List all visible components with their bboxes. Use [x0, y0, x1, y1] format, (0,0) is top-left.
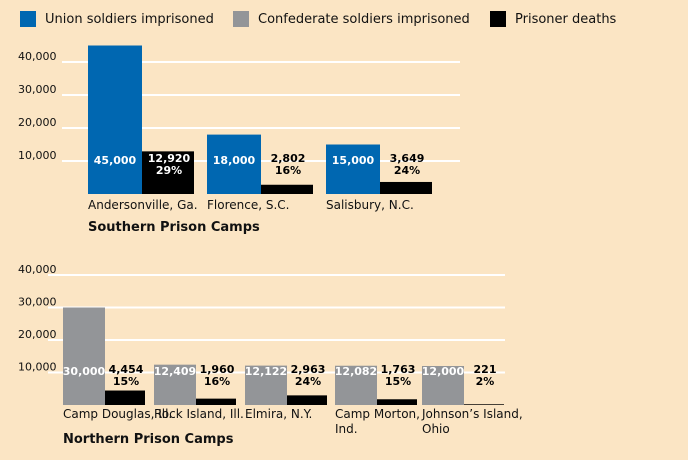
y-tick-label: 20,000 — [18, 116, 57, 129]
legend-label: Confederate soldiers imprisoned — [258, 11, 470, 27]
bar-imprisoned — [88, 45, 142, 194]
legend-swatch-deaths — [490, 11, 506, 27]
legend-swatch-union — [20, 11, 36, 27]
bar-deaths — [261, 184, 313, 194]
deaths-value-label: 4,454 — [109, 363, 144, 376]
bar-imprisoned — [63, 307, 105, 405]
category-label: Elmira, N.Y. — [245, 407, 312, 421]
deaths-value-label: 1,763 — [381, 363, 416, 376]
bar-value-label: 30,000 — [63, 365, 106, 378]
bar-imprisoned — [335, 365, 377, 405]
deaths-value-label: 2,963 — [291, 363, 326, 376]
y-tick-label: 40,000 — [18, 50, 57, 63]
y-tick-label: 30,000 — [18, 296, 57, 309]
category-label: Salisbury, N.C. — [326, 198, 414, 212]
bar-imprisoned — [422, 366, 464, 405]
legend-union: Union soldiers imprisoned — [20, 11, 214, 27]
bar-deaths — [142, 151, 194, 194]
deaths-value-label: 1,960 — [200, 363, 235, 376]
y-tick-label: 30,000 — [18, 83, 57, 96]
legend-label: Prisoner deaths — [515, 11, 617, 27]
bar-value-label: 45,000 — [94, 154, 137, 167]
deaths-percent-label: 15% — [385, 375, 411, 388]
category-label: Camp Douglas, Ill. — [63, 407, 172, 421]
deaths-value-label: 2,802 — [271, 152, 306, 165]
legend-confederate: Confederate soldiers imprisoned — [233, 11, 470, 27]
bar-deaths — [287, 395, 327, 405]
deaths-percent-label: 16% — [204, 375, 230, 388]
category-label: Ohio — [422, 422, 450, 436]
legend-label: Union soldiers imprisoned — [45, 11, 214, 27]
chart-title: Northern Prison Camps — [63, 432, 234, 447]
deaths-percent-label: 15% — [113, 375, 139, 388]
category-label: Florence, S.C. — [207, 198, 289, 212]
bar-deaths — [380, 181, 432, 194]
category-label: Johnson’s Island, — [421, 407, 523, 421]
deaths-percent-label: 24% — [295, 375, 321, 388]
category-label: Rock Island, Ill. — [154, 407, 244, 421]
bar-deaths — [105, 390, 145, 405]
deaths-percent-label: 24% — [394, 164, 420, 177]
deaths-value-label: 12,920 — [148, 152, 191, 165]
bar-deaths — [196, 398, 236, 405]
bar-value-label: 12,122 — [245, 365, 287, 378]
deaths-percent-label: 29% — [156, 164, 182, 177]
bar-imprisoned — [154, 364, 196, 405]
deaths-value-label: 221 — [474, 363, 497, 376]
deaths-percent-label: 2% — [476, 375, 495, 388]
y-tick-label: 10,000 — [18, 361, 57, 374]
bar-deaths — [377, 399, 417, 405]
bar-imprisoned — [207, 134, 261, 194]
category-label: Andersonville, Ga. — [88, 198, 198, 212]
bar-imprisoned — [326, 144, 380, 194]
chart-title: Southern Prison Camps — [88, 220, 260, 235]
category-label: Camp Morton, — [335, 407, 420, 421]
bar-deaths — [464, 404, 504, 405]
bar-imprisoned — [245, 365, 287, 405]
y-tick-label: 40,000 — [18, 263, 57, 276]
y-tick-label: 10,000 — [18, 149, 57, 162]
y-tick-label: 20,000 — [18, 328, 57, 341]
category-label: Ind. — [335, 422, 358, 436]
legend-deaths: Prisoner deaths — [490, 11, 616, 27]
bar-value-label: 15,000 — [332, 154, 375, 167]
bar-value-label: 12,000 — [422, 365, 465, 378]
bar-value-label: 12,082 — [335, 365, 377, 378]
bar-value-label: 18,000 — [213, 154, 256, 167]
deaths-percent-label: 16% — [275, 164, 301, 177]
deaths-value-label: 3,649 — [390, 152, 425, 165]
legend-swatch-confederate — [233, 11, 249, 27]
bar-value-label: 12,409 — [154, 365, 196, 378]
